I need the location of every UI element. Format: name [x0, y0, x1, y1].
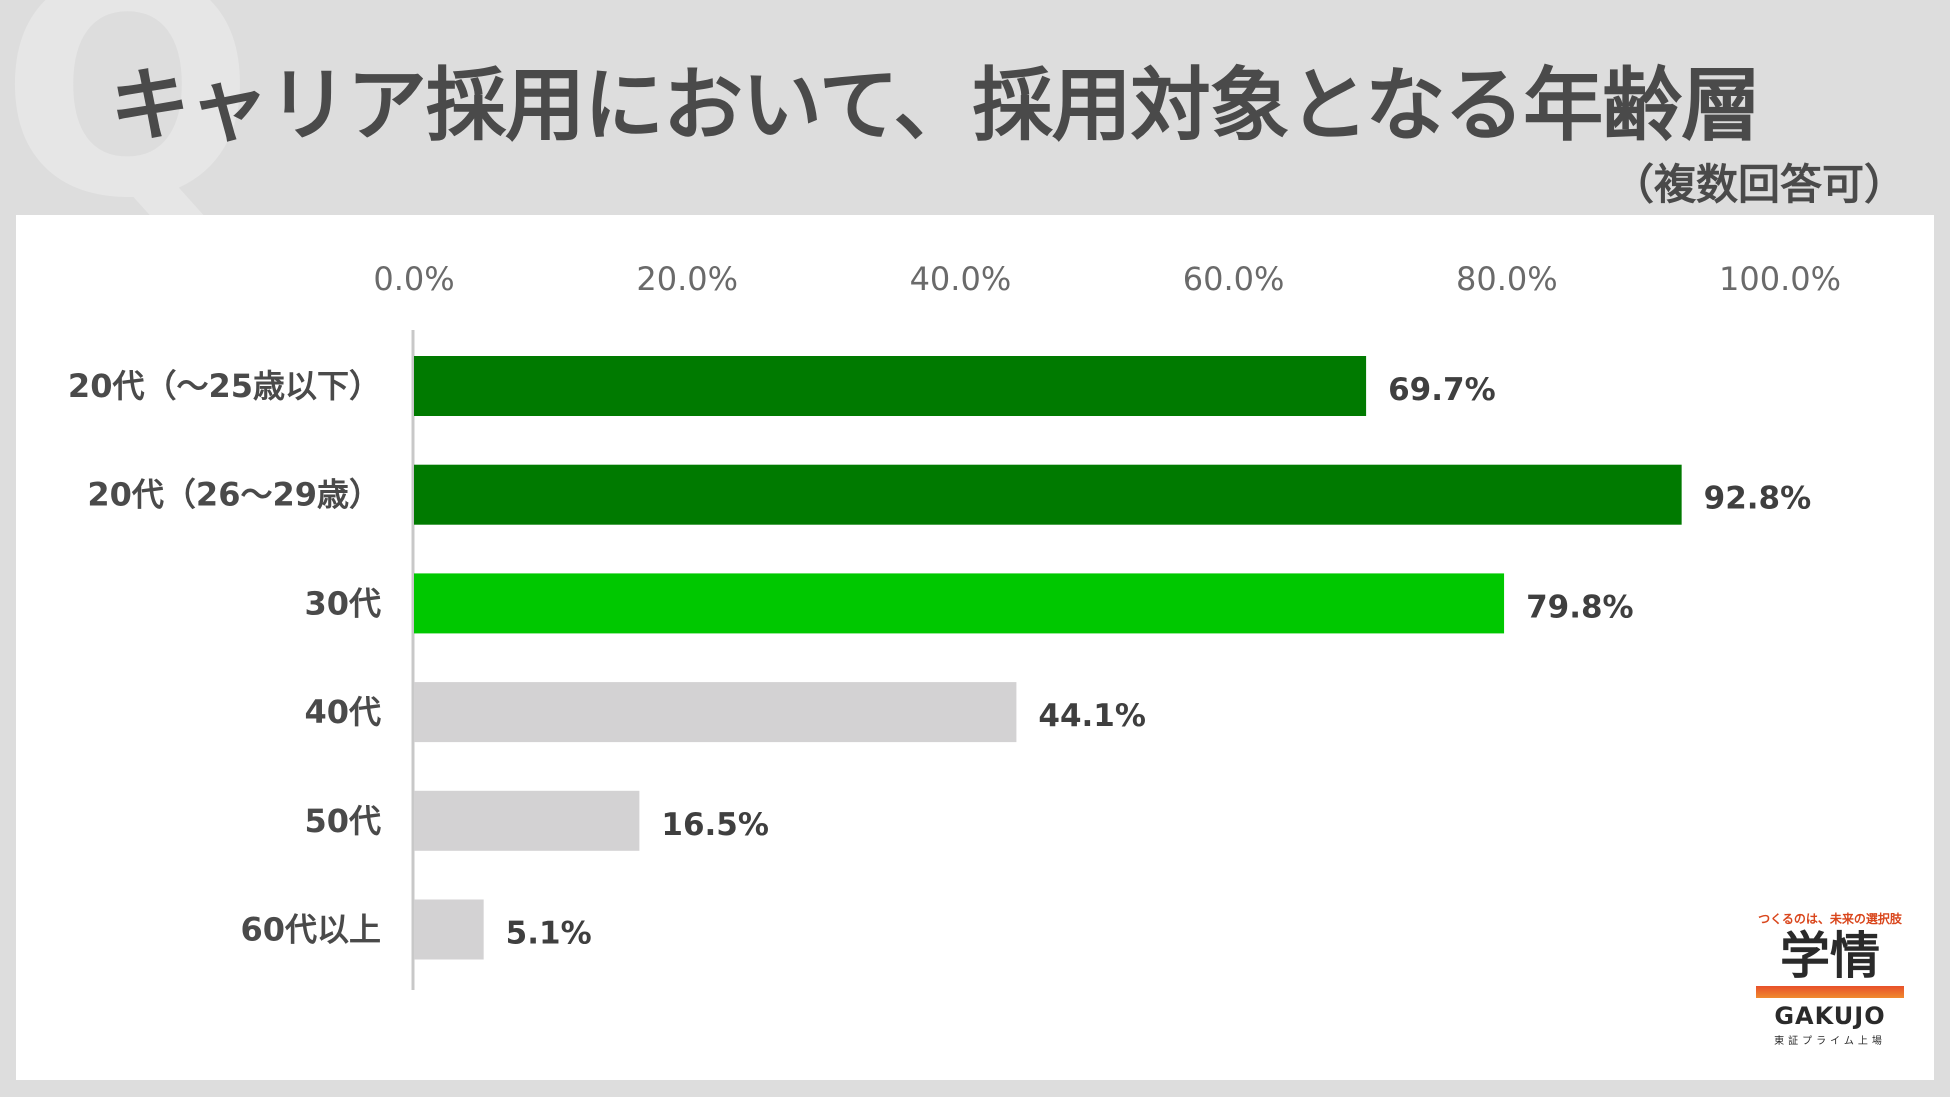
bar: [414, 899, 484, 960]
value-label: 69.7%: [1388, 372, 1496, 408]
x-tick-label: 40.0%: [910, 260, 1012, 298]
value-label: 79.8%: [1526, 589, 1634, 625]
category-label: 20代（～25歳以下）: [68, 367, 381, 405]
x-tick-label: 100.0%: [1719, 260, 1841, 298]
value-label: 5.1%: [506, 916, 592, 952]
x-tick-label: 20.0%: [636, 260, 738, 298]
bar-chart: 0.0% 20.0% 40.0% 60.0% 80.0% 100.0% 20代（～25歳以下…: [68, 260, 1841, 990]
x-tick-label: 60.0%: [1183, 260, 1285, 298]
q-watermark: Q: [0, 0, 256, 264]
logo-mark: 学情: [1780, 927, 1880, 985]
logo-listing: 東証プライム上場: [1774, 1036, 1886, 1048]
bar: [414, 356, 1367, 416]
category-label: 30代: [304, 584, 381, 622]
x-tick-label: 0.0%: [373, 260, 454, 298]
category-label: 20代（26～29歳）: [87, 476, 381, 514]
value-label: 92.8%: [1704, 481, 1812, 517]
gakujo-logo: つくるのは、未来の選択肢 学情 GAKUJO 東証プライム上場: [1740, 910, 1920, 1070]
value-label: 16.5%: [661, 807, 769, 843]
category-label: 60代以上: [240, 911, 381, 949]
bar: [414, 573, 1505, 634]
x-tick-label: 80.0%: [1456, 260, 1558, 298]
bar: [414, 682, 1017, 743]
category-label: 40代: [304, 693, 381, 731]
bar: [414, 790, 640, 851]
logo-color-bar: [1756, 986, 1904, 998]
value-label: 44.1%: [1038, 698, 1146, 734]
chart-title: キャリア採用において、採用対象となる年齢層: [110, 59, 1761, 152]
chart-subtitle: （複数回答可）: [1611, 160, 1906, 209]
category-label: 50代: [304, 802, 381, 840]
bar: [414, 464, 1682, 525]
logo-english: GAKUJO: [1774, 1002, 1886, 1030]
logo-tagline: つくるのは、未来の選択肢: [1758, 912, 1902, 926]
chart-panel: 0.0% 20.0% 40.0% 60.0% 80.0% 100.0% 20代（～25歳以下…: [16, 215, 1934, 1080]
